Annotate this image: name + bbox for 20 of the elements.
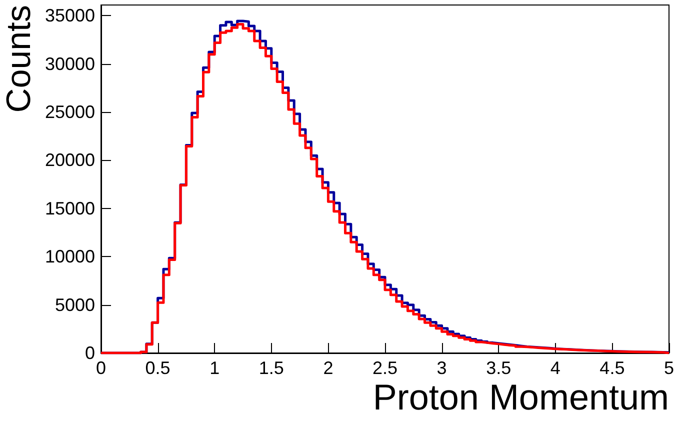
x-tick-label: 1.5: [258, 358, 284, 378]
x-tick-label: 4: [550, 358, 560, 378]
x-tick-label: 0.5: [145, 358, 170, 378]
y-tick-label: 0: [84, 343, 95, 363]
x-tick-label: 2.5: [372, 358, 398, 378]
x-axis-title: Proton Momentum: [372, 376, 669, 418]
y-tick-label: 10000: [44, 246, 95, 267]
x-tick-label: 3.5: [486, 358, 512, 378]
y-tick-label: 25000: [44, 102, 95, 122]
y-tick-label: 15000: [44, 198, 95, 218]
y-tick-label: 30000: [44, 54, 95, 74]
x-tick-label: 5: [664, 358, 674, 378]
y-tick-label: 20000: [44, 150, 95, 170]
x-tick-label: 1: [210, 358, 220, 378]
y-tick-label: 35000: [44, 6, 95, 26]
x-tick-label: 3: [436, 358, 447, 378]
y-tick-label: 5000: [54, 294, 95, 315]
y-axis-title: Counts: [0, 4, 38, 113]
x-tick-label: 2: [323, 358, 334, 378]
x-tick-label: 4.5: [600, 358, 625, 378]
